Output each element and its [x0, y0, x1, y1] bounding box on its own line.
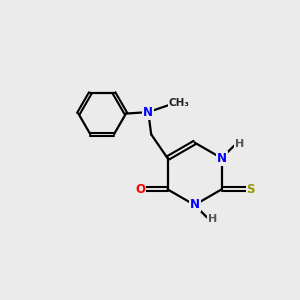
- Text: N: N: [217, 152, 226, 165]
- Text: H: H: [235, 139, 244, 149]
- Text: N: N: [190, 199, 200, 212]
- Text: O: O: [135, 183, 145, 196]
- Text: N: N: [143, 106, 153, 118]
- Text: CH₃: CH₃: [169, 98, 190, 108]
- Text: S: S: [247, 183, 255, 196]
- Text: H: H: [208, 214, 217, 224]
